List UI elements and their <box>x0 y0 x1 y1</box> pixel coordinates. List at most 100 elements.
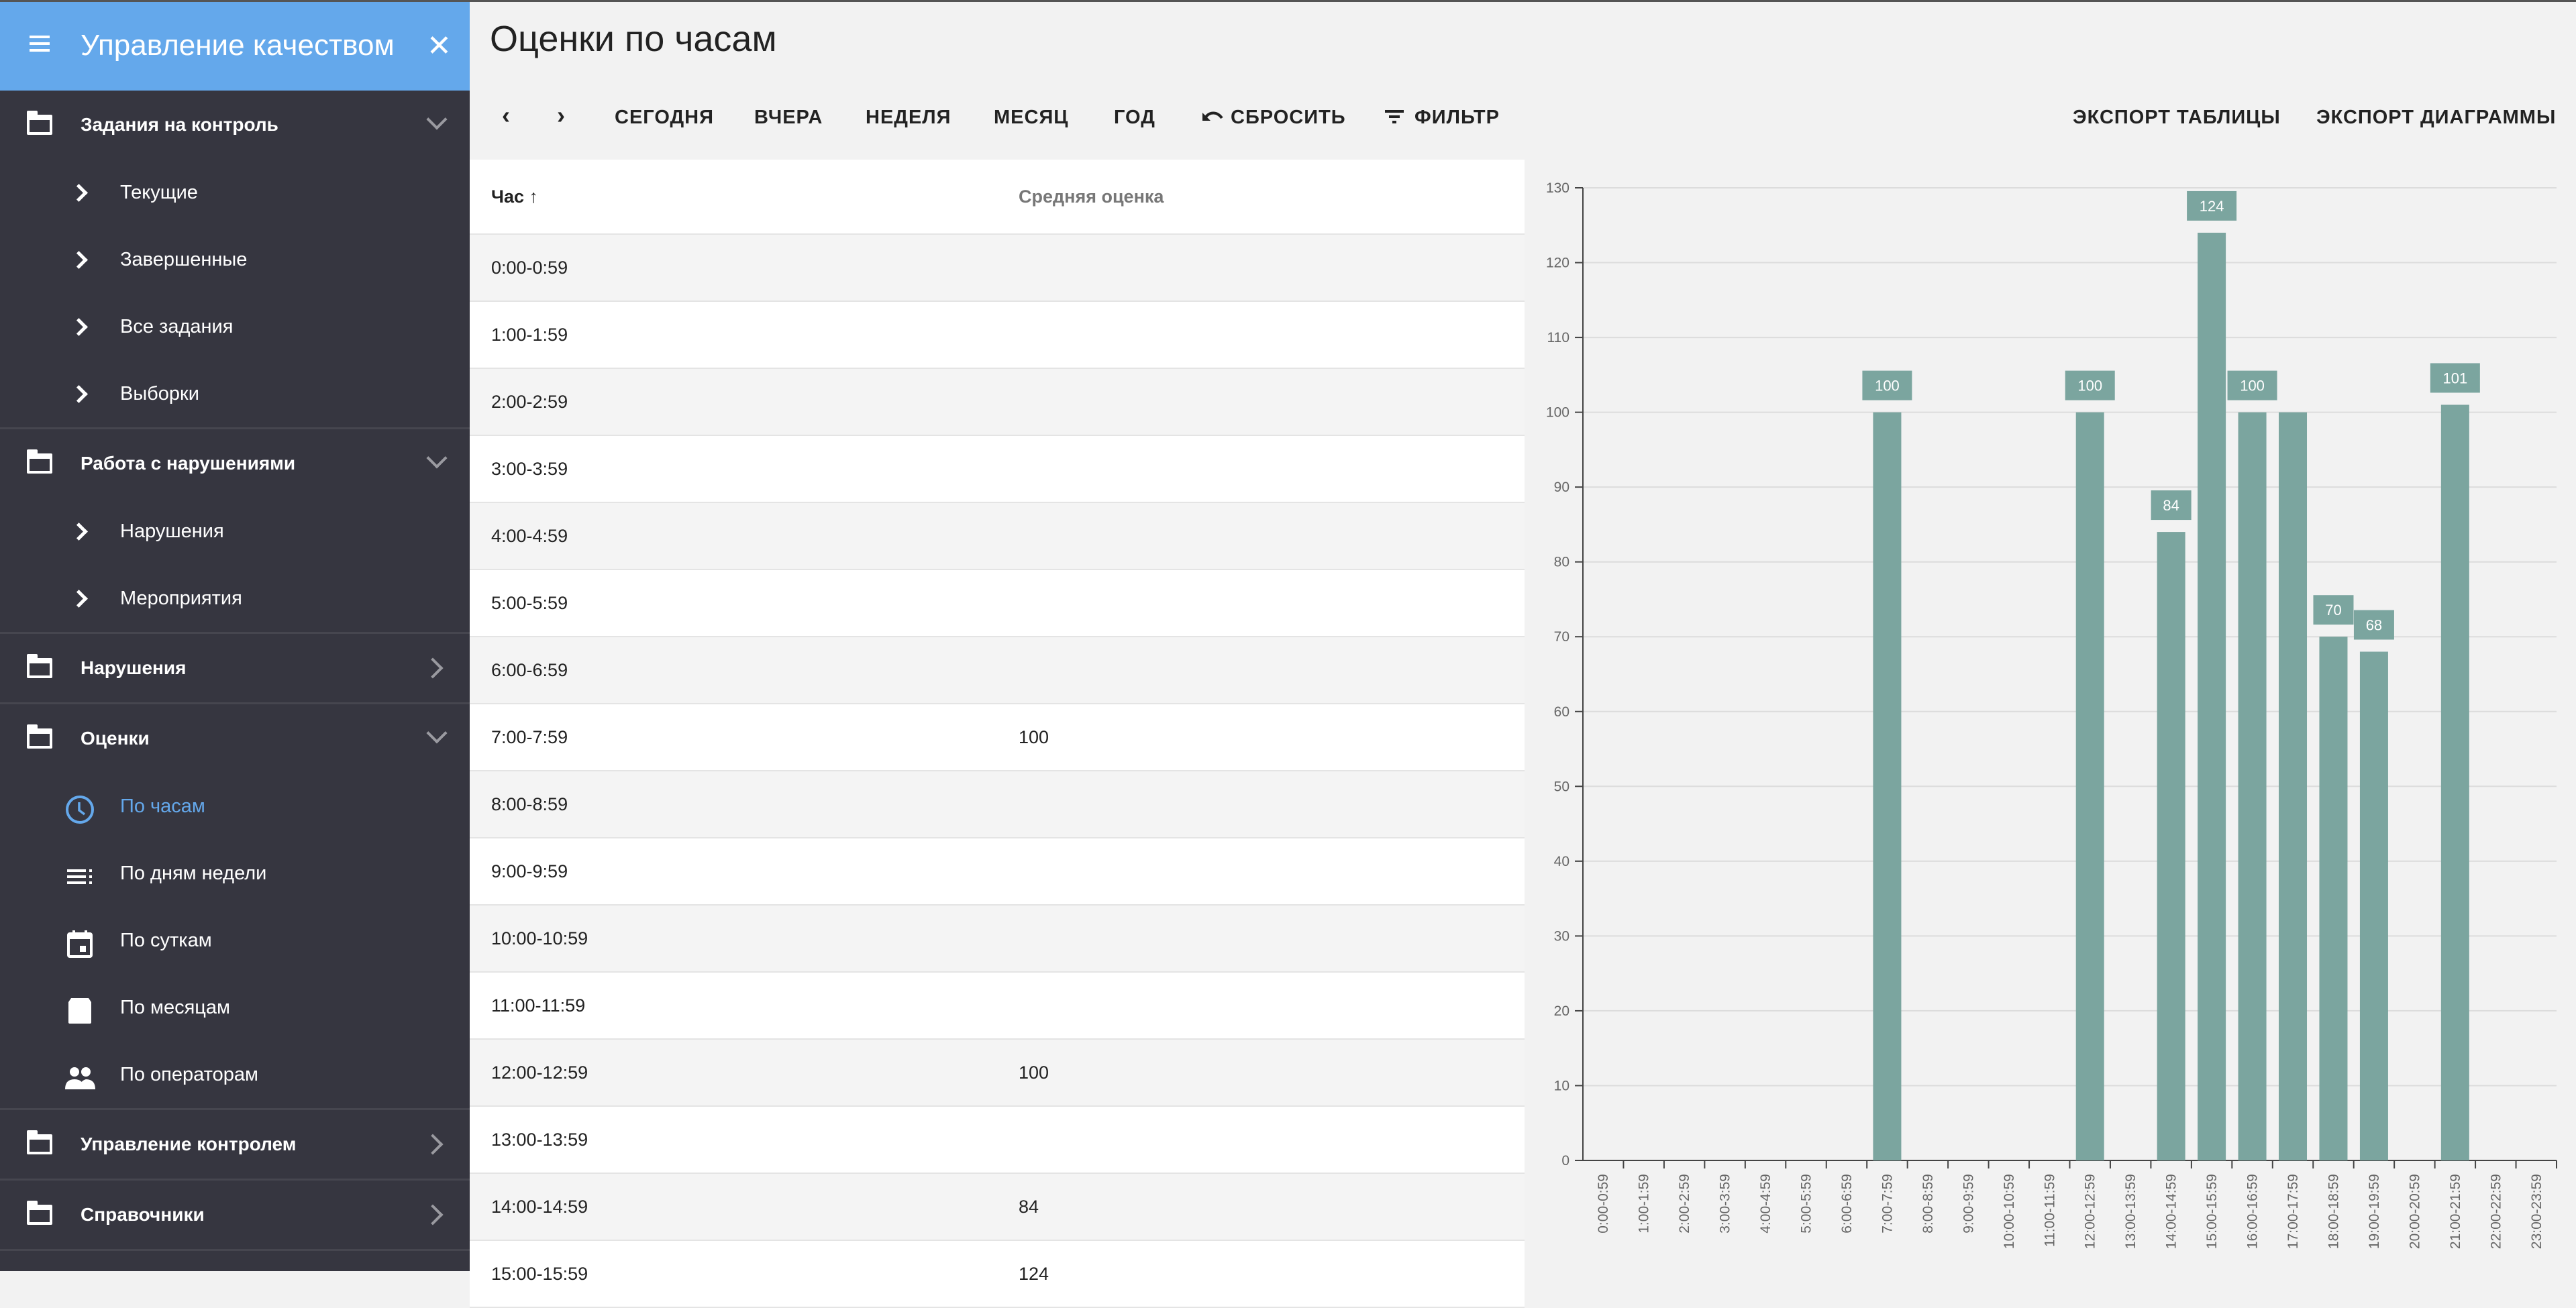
export-table-button[interactable]: ЭКСПОРТ ТАБЛИЦЫ <box>2073 107 2281 128</box>
y-tick-label: 130 <box>1546 180 1569 196</box>
table-row[interactable]: 3:00-3:59 <box>470 436 1525 503</box>
reset-button[interactable]: СБРОСИТЬ <box>1201 107 1346 129</box>
column-header-avg-score[interactable]: Средняя оценка <box>1019 186 1164 207</box>
chevron-right-icon[interactable] <box>422 1204 444 1225</box>
sidebar-item-label: По суткам <box>120 929 212 951</box>
x-tick-label: 15:00-15:59 <box>2204 1174 2220 1249</box>
table-row[interactable]: 12:00-12:59 100 <box>470 1040 1525 1107</box>
data-label: 70 <box>2325 602 2341 618</box>
y-tick-label: 110 <box>1547 330 1569 345</box>
filter-icon <box>1385 110 1404 123</box>
sidebar-group[interactable]: Нарушения <box>0 632 470 702</box>
menu-icon[interactable] <box>30 36 50 52</box>
table-row[interactable]: 11:00-11:59 <box>470 973 1525 1040</box>
sidebar-item[interactable]: По часам <box>0 773 470 840</box>
sidebar-item[interactable]: Завершенные <box>0 226 470 293</box>
bar <box>2075 412 2104 1160</box>
chevron-down-icon[interactable] <box>426 109 448 130</box>
sidebar-group[interactable]: Справочники <box>0 1179 470 1249</box>
month-button[interactable]: МЕСЯЦ <box>994 107 1069 128</box>
sidebar-item[interactable]: По месяцам <box>0 974 470 1041</box>
table-row[interactable]: 7:00-7:59 100 <box>470 704 1525 771</box>
y-tick-label: 80 <box>1554 555 1569 570</box>
year-button[interactable]: ГОД <box>1114 107 1155 128</box>
calendar-day-icon <box>64 928 95 959</box>
folder-icon <box>27 724 52 749</box>
x-tick-label: 10:00-10:59 <box>2002 1174 2017 1249</box>
sidebar-item[interactable]: Выборки <box>0 360 470 427</box>
hour-cell: 11:00-11:59 <box>491 995 586 1016</box>
data-label: 101 <box>2442 370 2467 386</box>
chevron-down-icon[interactable] <box>426 722 448 744</box>
data-table: Час ↑ Средняя оценка 0:00-0:59 1:00-1:59… <box>470 160 1525 1308</box>
filter-button[interactable]: ФИЛЬТР <box>1385 107 1500 129</box>
sidebar-item-label: Нарушения <box>120 520 224 542</box>
sidebar-item-label: Завершенные <box>120 248 248 270</box>
chevron-right-icon[interactable] <box>422 657 444 679</box>
chevron-right-icon[interactable] <box>422 1134 444 1155</box>
table-row[interactable]: 10:00-10:59 <box>470 906 1525 973</box>
chevron-right-icon <box>70 590 88 608</box>
chevron-down-icon[interactable] <box>426 447 448 469</box>
sidebar-item[interactable]: По суткам <box>0 907 470 974</box>
sidebar-group-label: Работа с нарушениями <box>81 453 296 474</box>
table-row[interactable]: 15:00-15:59 124 <box>470 1241 1525 1308</box>
x-tick-label: 0:00-0:59 <box>1596 1174 1611 1234</box>
bar <box>1873 412 1902 1160</box>
sidebar-item[interactable]: Текущие <box>0 159 470 226</box>
table-row[interactable]: 8:00-8:59 <box>470 771 1525 838</box>
week-button[interactable]: НЕДЕЛЯ <box>866 107 951 128</box>
sidebar-group[interactable]: Задания на контроль <box>0 91 470 159</box>
filter-label: ФИЛЬТР <box>1414 107 1500 128</box>
reset-label: СБРОСИТЬ <box>1231 107 1346 128</box>
table-row[interactable]: 2:00-2:59 <box>470 369 1525 436</box>
x-tick-label: 4:00-4:59 <box>1758 1174 1773 1234</box>
prev-button[interactable]: ‹ <box>502 101 511 129</box>
sidebar-group[interactable]: Оценки <box>0 702 470 773</box>
sidebar-group-label: Нарушения <box>81 657 187 678</box>
bar <box>2198 232 2226 1160</box>
table-row[interactable]: 13:00-13:59 <box>470 1107 1525 1174</box>
x-tick-label: 3:00-3:59 <box>1718 1174 1733 1234</box>
hour-cell: 13:00-13:59 <box>491 1130 588 1150</box>
close-icon[interactable]: ✕ <box>427 30 452 62</box>
sidebar-group[interactable]: Работа с нарушениями <box>0 427 470 498</box>
sidebar-item[interactable]: По дням недели <box>0 840 470 907</box>
folder-icon <box>27 1201 52 1225</box>
table-row[interactable]: 0:00-0:59 <box>470 235 1525 302</box>
sidebar-item-label: По часам <box>120 795 205 817</box>
table-row[interactable]: 5:00-5:59 <box>470 570 1525 637</box>
data-label: 68 <box>2366 617 2382 634</box>
yesterday-button[interactable]: ВЧЕРА <box>754 107 823 128</box>
table-row[interactable]: 6:00-6:59 <box>470 637 1525 704</box>
sidebar-item-label: По месяцам <box>120 996 230 1018</box>
sidebar-group[interactable]: Управление контролем <box>0 1108 470 1179</box>
table-row[interactable]: 9:00-9:59 <box>470 838 1525 906</box>
sidebar-item[interactable]: По операторам <box>0 1041 470 1108</box>
x-tick-label: 8:00-8:59 <box>1920 1174 1936 1234</box>
page-title: Оценки по часам <box>490 19 777 59</box>
table-body: 0:00-0:59 1:00-1:59 2:00-2:59 3:00-3:59 … <box>470 235 1525 1308</box>
x-tick-label: 2:00-2:59 <box>1677 1174 1692 1234</box>
table-row[interactable]: 4:00-4:59 <box>470 503 1525 570</box>
bar <box>2319 637 2348 1160</box>
avg-score-cell: 84 <box>1019 1197 1039 1217</box>
sidebar-item[interactable]: Все задания <box>0 293 470 360</box>
bar <box>2440 404 2469 1160</box>
table-row[interactable]: 1:00-1:59 <box>470 302 1525 369</box>
export-chart-button[interactable]: ЭКСПОРТ ДИАГРАММЫ <box>2316 107 2557 128</box>
avg-score-cell: 100 <box>1019 1062 1049 1083</box>
people-icon <box>64 1062 95 1093</box>
today-button[interactable]: СЕГОДНЯ <box>615 107 714 128</box>
sidebar-group-label: Задания на контроль <box>81 114 278 135</box>
bar <box>2238 412 2267 1160</box>
sidebar-group-label: Справочники <box>81 1204 205 1225</box>
sidebar-item[interactable]: Нарушения <box>0 498 470 565</box>
sidebar-item[interactable]: Мероприятия <box>0 565 470 632</box>
column-header-hour[interactable]: Час ↑ <box>491 186 539 207</box>
y-tick-label: 10 <box>1554 1078 1569 1093</box>
table-row[interactable]: 14:00-14:59 84 <box>470 1174 1525 1241</box>
bar <box>2279 412 2308 1160</box>
app-title: Управление качеством <box>81 29 395 62</box>
next-button[interactable]: › <box>557 101 566 129</box>
